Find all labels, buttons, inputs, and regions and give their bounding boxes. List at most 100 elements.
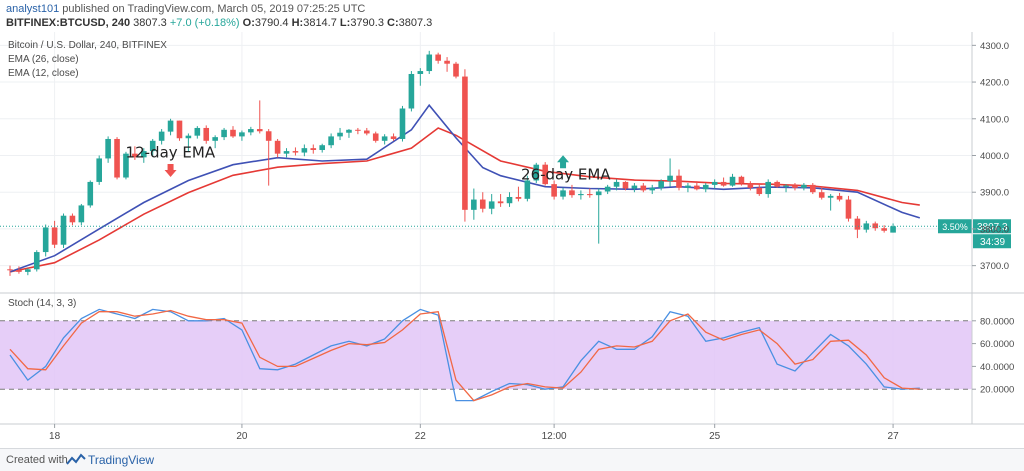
ema12-annotation: 12-day EMA: [126, 143, 216, 161]
price-axis-label: 4000.0: [980, 151, 1009, 162]
candle-body: [792, 185, 798, 188]
candle-body: [810, 184, 816, 193]
stoch-axis-label: 80.0000: [980, 316, 1014, 327]
legends: Bitcoin / U.S. Dollar, 240, BITFINEX EMA…: [8, 40, 167, 309]
last-price-value: 3807.3: [133, 17, 167, 29]
candle-body: [328, 136, 334, 146]
close-value: 3807.3: [398, 17, 433, 29]
price-change: +7.0 (+0.18%): [169, 17, 240, 29]
candle-body: [720, 181, 727, 186]
candle-body: [533, 164, 540, 181]
price-axis-label: 4100.0: [980, 114, 1009, 125]
candle-body: [836, 195, 843, 200]
price-axis-label: 4200.0: [980, 78, 1009, 89]
candle-body: [96, 158, 102, 182]
candle-body: [372, 133, 379, 141]
candle-body: [578, 194, 584, 196]
candle-body: [346, 129, 352, 133]
candle-body: [417, 71, 424, 74]
candle-body: [16, 270, 22, 272]
candle-body: [78, 205, 85, 223]
candle-body: [283, 151, 290, 154]
time-axis-label: 25: [709, 431, 721, 442]
candle-body: [801, 184, 807, 188]
candle-body: [818, 192, 825, 198]
candle-body: [33, 252, 40, 270]
ema26-annotation: 26-day EMA: [521, 165, 611, 183]
candle-body: [747, 183, 754, 188]
arrow-up-icon: [557, 155, 570, 169]
candle-body: [87, 181, 94, 206]
candle-body: [845, 199, 852, 219]
candle-body: [25, 269, 31, 272]
candle-body: [462, 76, 468, 210]
candle-body: [274, 140, 281, 154]
candle-body: [569, 190, 575, 196]
candle-body: [765, 181, 771, 195]
candle-body: [551, 184, 557, 197]
candle-body: [524, 180, 531, 199]
candle-body: [408, 73, 415, 109]
publish-header: analyst101 published on TradingView.com,…: [0, 0, 1024, 32]
time-axis-label: 22: [415, 431, 427, 442]
candle-body: [230, 129, 236, 137]
last-price-tag: 3807.3: [977, 222, 1008, 233]
open-label: O:: [242, 17, 255, 29]
candle-body: [203, 127, 210, 141]
candle-body: [488, 201, 495, 209]
candle-body: [185, 135, 192, 139]
candle-body: [729, 176, 736, 186]
candle-body: [595, 191, 602, 196]
candle-body: [167, 120, 174, 132]
time-axis-label: 20: [236, 431, 248, 442]
candle-body: [310, 148, 317, 150]
candle-body: [694, 185, 700, 190]
footer-bar: Created with TradingView: [0, 448, 1024, 471]
stoch-axis-label: 60.0000: [980, 339, 1014, 350]
candle-body: [444, 60, 450, 64]
countdown-tag-bg: [973, 234, 1011, 249]
low-value: 3790.3: [350, 17, 384, 29]
candle-body: [676, 175, 682, 188]
candle-body: [685, 185, 691, 188]
time-axis-label: 27: [888, 431, 900, 442]
candle-body: [854, 218, 861, 230]
candle-body: [872, 223, 879, 229]
open-value: 3790.4: [254, 17, 289, 29]
stoch-pane: [0, 320, 972, 390]
candle-body: [471, 199, 477, 210]
time-axis-label: 12:00: [542, 431, 567, 442]
candle-body: [51, 227, 58, 245]
candle-body: [141, 151, 147, 158]
chart-canvas[interactable]: 12-day EMA 26-day EMA 3.50% 3807.3 34:39 430…: [0, 32, 1024, 448]
change-tag-bg: [938, 219, 972, 234]
candle-body: [890, 226, 896, 233]
candle-body: [613, 181, 620, 187]
candle-body: [123, 153, 129, 178]
price-axis-label: 3700.0: [980, 261, 1009, 272]
candle-body: [355, 129, 361, 131]
ema-lines: [9, 103, 921, 273]
candle-body: [702, 184, 709, 190]
author-link[interactable]: analyst101: [6, 3, 60, 15]
tradingview-logo-icon: [66, 453, 86, 465]
close-label: C:: [387, 17, 399, 29]
candle-body: [114, 138, 120, 178]
candle-body: [265, 131, 272, 141]
publish-line: analyst101 published on TradingView.com,…: [6, 3, 365, 15]
stoch-k-line: [9, 308, 920, 402]
price-axis-label: 4300.0: [980, 41, 1009, 52]
candle-body: [390, 136, 397, 139]
price-axis-label: 3800.0: [980, 224, 1009, 235]
candle-body: [176, 120, 183, 139]
candle-body: [194, 127, 201, 136]
tradingview-brand-link[interactable]: TradingView: [88, 453, 155, 467]
high-value: 3814.7: [303, 17, 337, 29]
candles: [7, 50, 896, 276]
candle-body: [881, 228, 887, 231]
candle-body: [158, 131, 165, 141]
ticker-symbol: BITFINEX:BTCUSD, 240: [6, 17, 131, 29]
candle-body: [560, 190, 566, 197]
stoch-title: Stoch (14, 3, 3): [8, 298, 76, 309]
candle-body: [212, 137, 218, 141]
